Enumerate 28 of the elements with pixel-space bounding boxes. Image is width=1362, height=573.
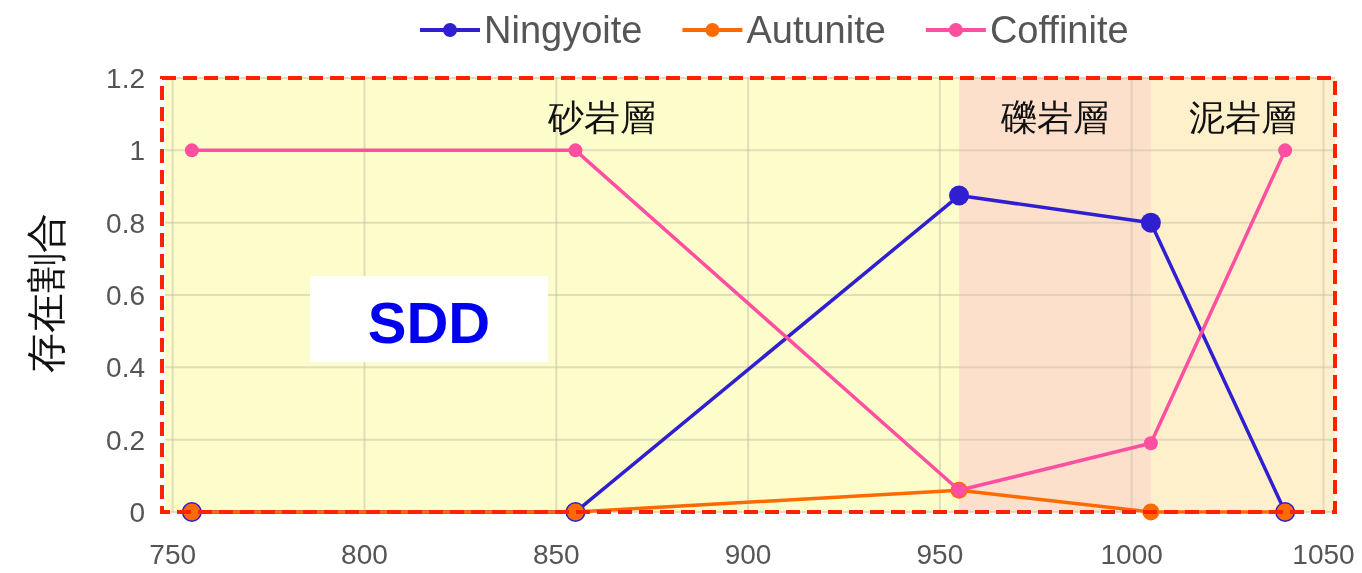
x-tick-label: 900 (724, 539, 772, 570)
legend-label: Autunite (746, 9, 886, 51)
y-tick-label: 0 (129, 497, 145, 528)
legend-label: Coffinite (989, 9, 1129, 51)
y-tick-label: 0.2 (106, 424, 145, 456)
annotation: SDD (367, 290, 491, 355)
y-tick-label: 1 (129, 135, 145, 167)
point (1140, 212, 1161, 233)
point (1143, 436, 1158, 451)
x-tick-label: 850 (532, 539, 580, 570)
band-label: 砂岩層 (547, 97, 657, 138)
y-tick-label: 0.6 (106, 280, 145, 311)
x-tick-label: 1050 (1292, 539, 1355, 570)
point (1278, 143, 1293, 158)
x-tick-label: 750 (149, 539, 197, 570)
point (568, 143, 583, 158)
y-tick-label: 1.2 (106, 63, 145, 94)
x-tick-label: 800 (341, 539, 388, 570)
y-tick-label: 0.8 (106, 207, 145, 239)
x-tick-label: 1000 (1100, 539, 1163, 570)
legend-label: Ningyoite (484, 9, 643, 51)
x-tick-label: 950 (916, 539, 964, 570)
band-label: 礫岩層 (999, 97, 1109, 138)
point (949, 185, 970, 206)
point (184, 143, 199, 158)
y-axis-title: 存在割合 (24, 213, 68, 373)
y-tick-label: 0.4 (106, 352, 145, 384)
band-label: 泥岩層 (1188, 97, 1297, 138)
